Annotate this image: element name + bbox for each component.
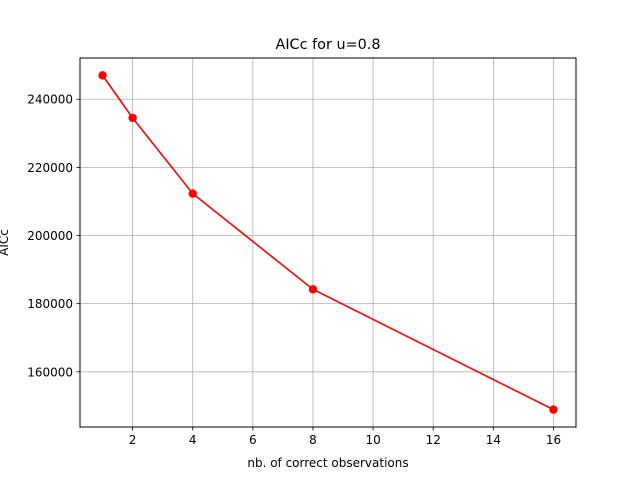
y-tick-label: 160000 [27,365,73,379]
x-tick-label: 2 [129,433,137,447]
data-point [549,405,558,414]
data-point [128,113,137,123]
x-axis-label: nb. of correct observations [247,456,408,470]
series-line [101,74,554,411]
data-point [98,71,107,80]
chart-title: AICc for u=0.8 [275,37,380,53]
x-tick-label: 14 [486,433,501,447]
x-tick-label: 4 [189,433,197,447]
y-tick-label: 180000 [27,297,73,311]
y-axis-ticks: 160000 180000 200000 220000 240000 [27,93,80,379]
x-tick-label: 16 [546,433,561,447]
plot-frame [79,57,577,428]
series-layer [98,71,558,414]
x-axis-ticks: 2 4 6 8 10 12 14 16 [129,427,561,447]
data-point [308,285,318,294]
x-tick-label: 12 [426,433,441,447]
x-tick-label: 6 [249,433,257,447]
grid [80,58,576,427]
y-tick-label: 200000 [27,229,73,243]
y-axis-label: AICc [0,229,11,256]
x-tick-label: 8 [309,433,317,447]
y-tick-label: 220000 [27,161,73,175]
data-point [188,189,197,198]
x-tick-label: 10 [365,433,380,447]
y-tick-label: 240000 [27,93,73,107]
